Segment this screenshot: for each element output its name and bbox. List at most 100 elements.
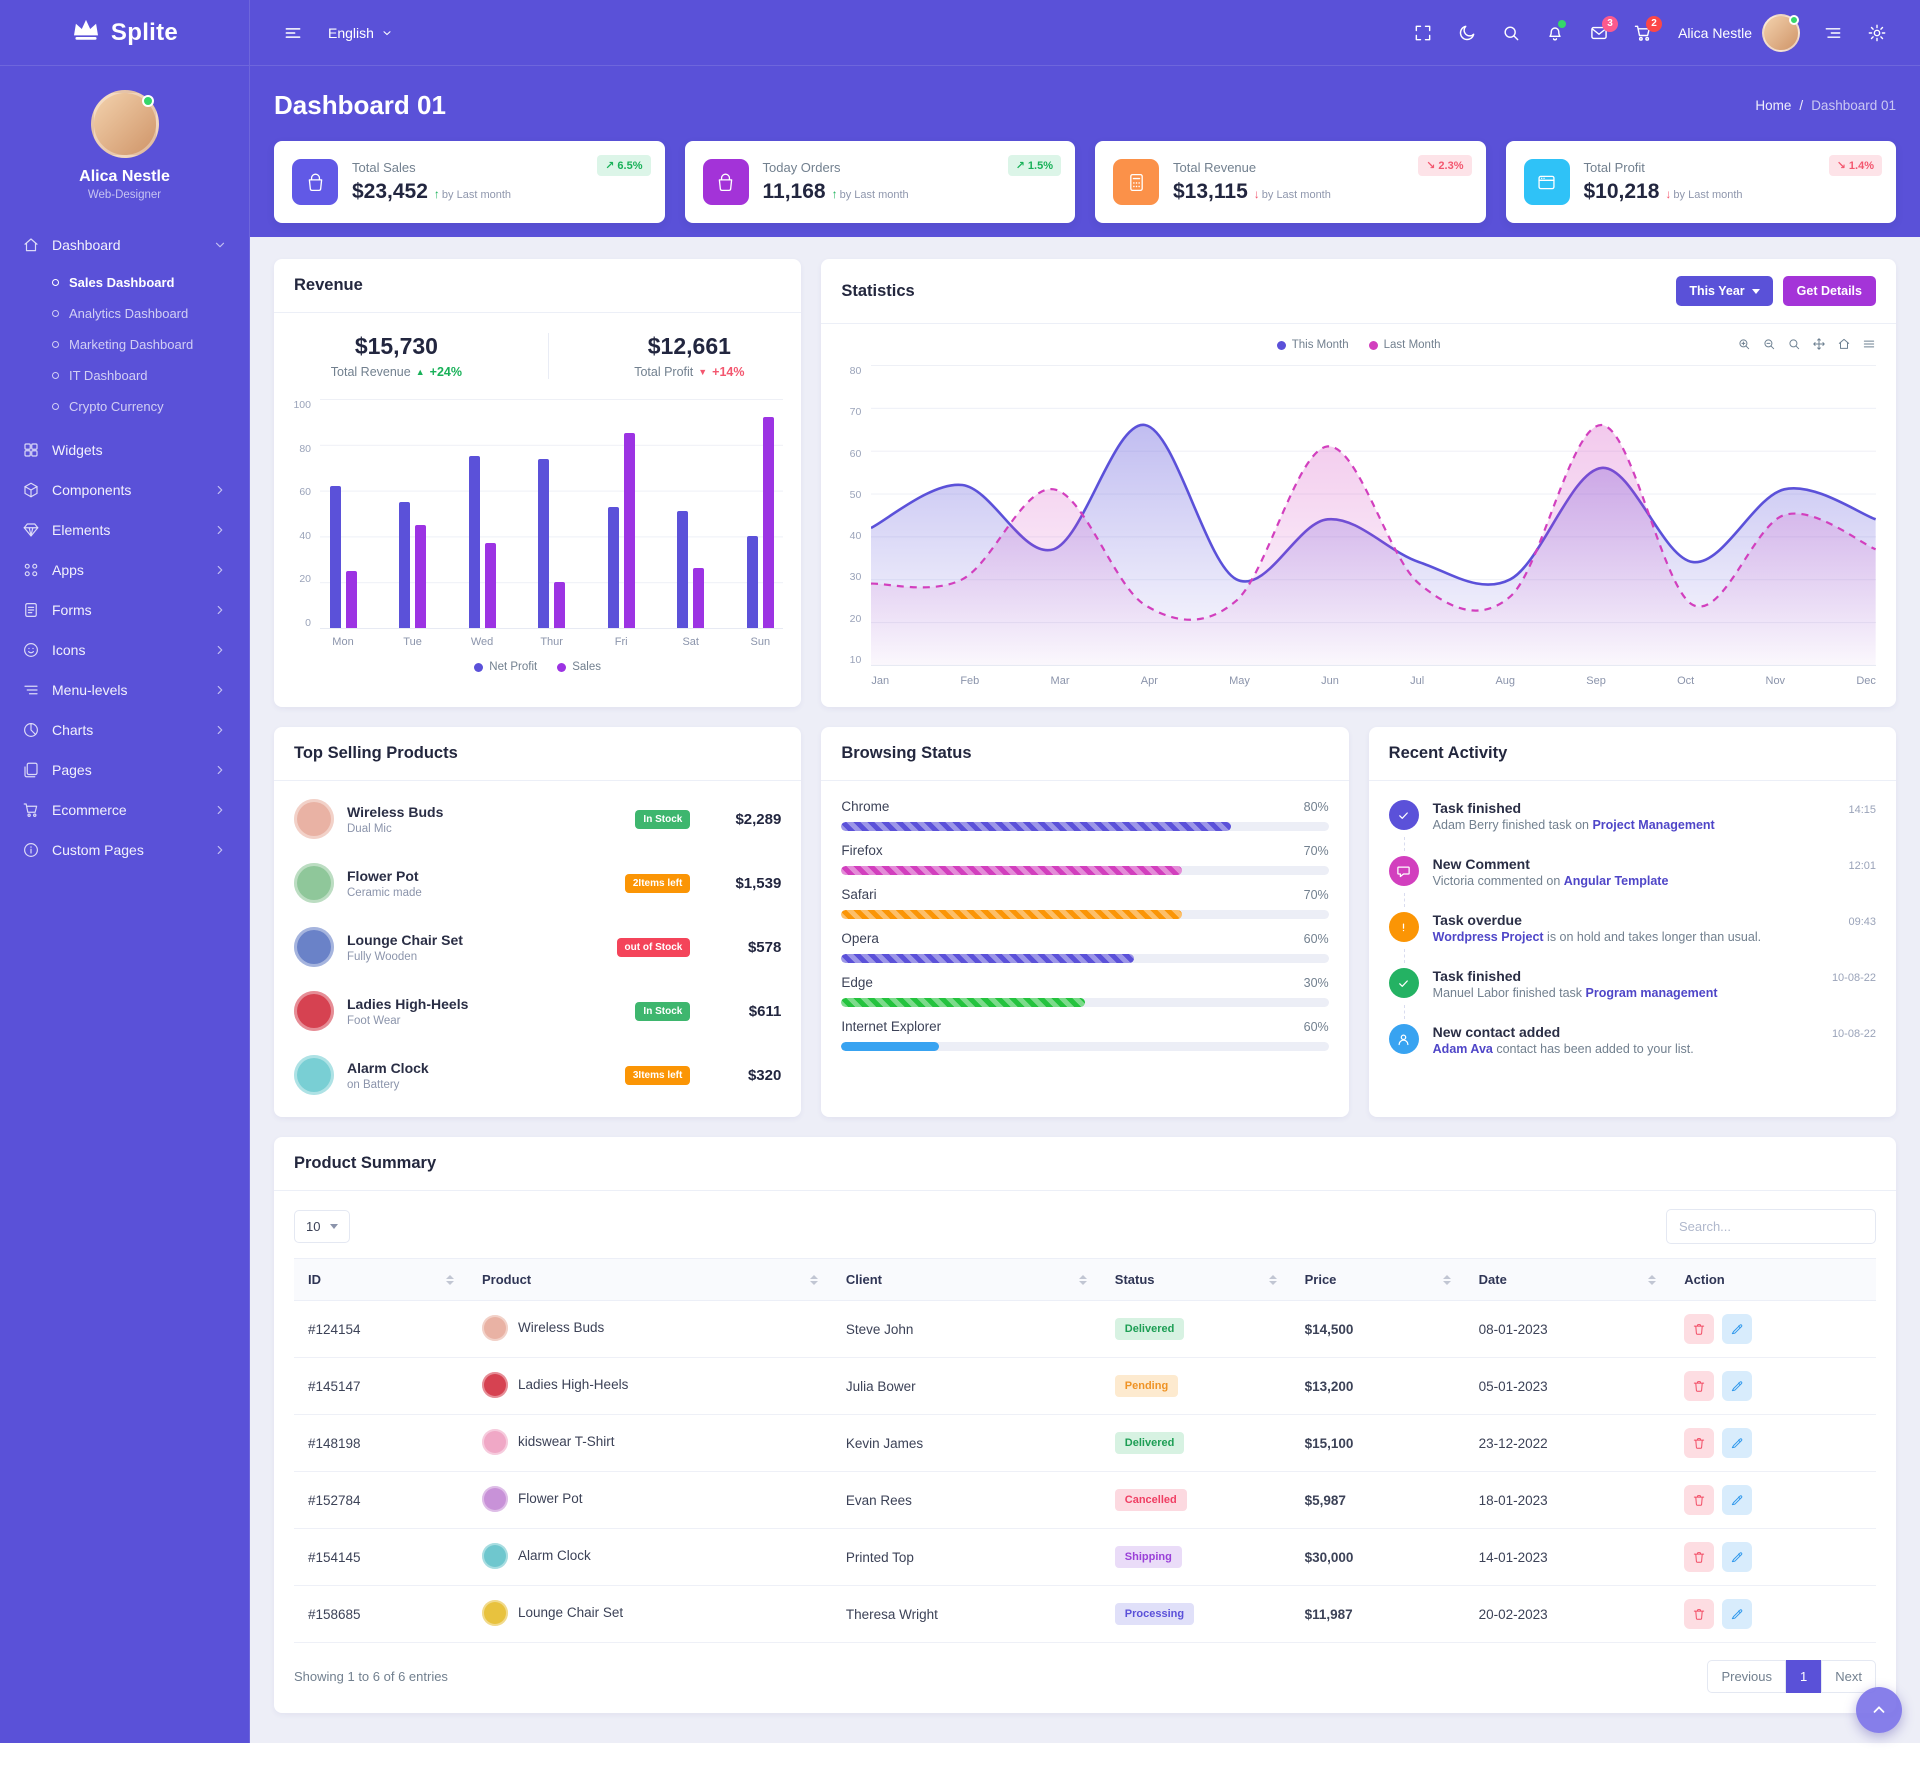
legend-item: Last Month [1368, 339, 1441, 351]
stat-card-total-sales: Total Sales $23,452 ↑ by Last month ↗ 6.5% [274, 141, 665, 223]
edit-button[interactable] [1722, 1371, 1753, 1401]
mail-icon[interactable]: 3 [1580, 14, 1619, 52]
revenue-legend: Net Profit Sales [274, 648, 801, 689]
delete-button[interactable] [1684, 1371, 1715, 1401]
chart-zoom-in-icon[interactable] [1737, 337, 1751, 351]
chart-zoom-out-icon[interactable] [1762, 337, 1776, 351]
sidebar-item-widgets[interactable]: Widgets [0, 430, 249, 470]
sidebar-item-elements[interactable]: Elements [0, 510, 249, 550]
delete-button[interactable] [1684, 1314, 1715, 1344]
search-icon[interactable] [1492, 14, 1530, 52]
chart-home-icon[interactable] [1837, 337, 1851, 351]
edit-button[interactable] [1722, 1485, 1753, 1515]
profile-avatar[interactable] [90, 90, 159, 158]
chevron-right-icon [213, 643, 227, 657]
column-header-price[interactable]: Price [1290, 1258, 1465, 1301]
sort-icon [1648, 1274, 1657, 1285]
activity-link[interactable]: Project Management [1592, 818, 1715, 832]
chart-menu-icon[interactable] [1862, 337, 1876, 351]
column-header-status[interactable]: Status [1100, 1258, 1291, 1301]
cart-icon[interactable]: 2 [1624, 14, 1663, 52]
language-select[interactable]: English [328, 25, 393, 41]
sidebar-item-icons[interactable]: Icons [0, 630, 249, 670]
sliders-icon[interactable] [1814, 14, 1852, 52]
app-logo[interactable]: Splite [0, 0, 249, 66]
edit-button[interactable] [1722, 1542, 1753, 1572]
status-badge: Delivered [1114, 1432, 1185, 1454]
column-header-id[interactable]: ID [294, 1258, 469, 1301]
page-size-select[interactable]: 10 [294, 1210, 351, 1243]
get-details-button[interactable]: Get Details [1782, 276, 1876, 306]
page-1-button[interactable]: 1 [1786, 1660, 1822, 1693]
column-header-action[interactable]: Action [1670, 1258, 1876, 1301]
moon-icon[interactable] [1448, 14, 1486, 52]
sidebar-subitem-sales-dashboard[interactable]: Sales Dashboard [0, 267, 249, 298]
sidebar-item-charts[interactable]: Charts [0, 710, 249, 750]
delete-button[interactable] [1684, 1428, 1715, 1458]
sidebar-subitem-it-dashboard[interactable]: IT Dashboard [0, 360, 249, 391]
revenue-bar-chart[interactable]: 100 80 60 40 20 0 [274, 387, 801, 629]
delete-button[interactable] [1684, 1542, 1715, 1572]
bell-icon[interactable] [1536, 14, 1574, 52]
sidebar-item-forms[interactable]: Forms [0, 590, 249, 630]
page-title: Dashboard 01 [274, 90, 446, 120]
sort-icon [809, 1274, 818, 1285]
statistics-line-chart[interactable] [871, 365, 1876, 666]
stat-card-total-revenue: Total Revenue $13,115 ↓ by Last month ↘ 2.3% [1095, 141, 1486, 223]
delete-button[interactable] [1684, 1485, 1715, 1515]
sidebar-subitem-analytics-dashboard[interactable]: Analytics Dashboard [0, 298, 249, 329]
pages-icon [22, 761, 40, 779]
bar-net-profit [468, 456, 480, 628]
edit-button[interactable] [1722, 1314, 1753, 1344]
column-header-date[interactable]: Date [1464, 1258, 1671, 1301]
entries-info: Showing 1 to 6 of 6 entries [294, 1669, 448, 1684]
activity-link[interactable]: Program management [1585, 986, 1718, 1000]
delete-button[interactable] [1684, 1599, 1715, 1629]
scroll-to-top-button[interactable] [1856, 1687, 1902, 1733]
sidebar-toggle-icon[interactable] [274, 14, 312, 52]
user-menu[interactable]: Alica Nestle [1678, 13, 1800, 52]
charts-icon [22, 721, 40, 739]
bar-group-sat [674, 399, 708, 628]
table-row: #145147 Ladies High-Heels Julia Bower Pendi… [294, 1357, 1876, 1415]
online-status-dot [141, 95, 154, 107]
app-name: Splite [110, 18, 179, 46]
sidebar-item-ecommerce[interactable]: Ecommerce [0, 790, 249, 830]
sidebar-item-custom-pages[interactable]: Custom Pages [0, 830, 249, 870]
edit-button[interactable] [1722, 1599, 1753, 1629]
sort-icon [1442, 1274, 1451, 1285]
sidebar-item-components[interactable]: Components [0, 470, 249, 510]
apps-icon [22, 561, 40, 579]
browser-usage-row: Firefox 70% [821, 831, 1348, 875]
sort-icon [446, 1274, 455, 1285]
column-header-client[interactable]: Client [831, 1258, 1101, 1301]
activity-link[interactable]: Adam Ava [1432, 1042, 1493, 1056]
sidebar-item-apps[interactable]: Apps [0, 550, 249, 590]
chart-selection-icon[interactable] [1787, 337, 1801, 351]
icons-icon [22, 641, 40, 659]
breadcrumb-home[interactable]: Home [1755, 98, 1792, 113]
column-header-product[interactable]: Product [468, 1258, 832, 1301]
sidebar-subitem-crypto-currency[interactable]: Crypto Currency [0, 391, 249, 422]
chart-pan-icon[interactable] [1812, 337, 1826, 351]
previous-page-button[interactable]: Previous [1707, 1660, 1787, 1693]
activity-link[interactable]: Wordpress Project [1432, 930, 1544, 944]
sidebar-item-pages[interactable]: Pages [0, 750, 249, 790]
this-year-button[interactable]: This Year [1676, 276, 1773, 306]
next-page-button[interactable]: Next [1821, 1660, 1876, 1693]
sidebar-subitem-marketing-dashboard[interactable]: Marketing Dashboard [0, 329, 249, 360]
y-axis-labels: 100 80 60 40 20 0 [293, 399, 311, 629]
bar-net-profit [677, 511, 689, 628]
gear-icon[interactable] [1858, 14, 1896, 52]
user-icon [1388, 1024, 1419, 1054]
revenue-metrics: $15,730 Total Revenue ▲ +24% $12,661 Total… [274, 313, 801, 387]
edit-button[interactable] [1722, 1428, 1753, 1458]
product-image [294, 991, 334, 1031]
activity-link[interactable]: Angular Template [1563, 874, 1669, 888]
fullscreen-icon[interactable] [1404, 14, 1442, 52]
sidebar-item-dashboard[interactable]: Dashboard [0, 225, 249, 265]
user-name: Alica Nestle [1678, 24, 1752, 41]
search-input[interactable] [1665, 1209, 1876, 1244]
sidebar-item-menu-levels[interactable]: Menu-levels [0, 670, 249, 710]
bar-sales [762, 417, 774, 628]
